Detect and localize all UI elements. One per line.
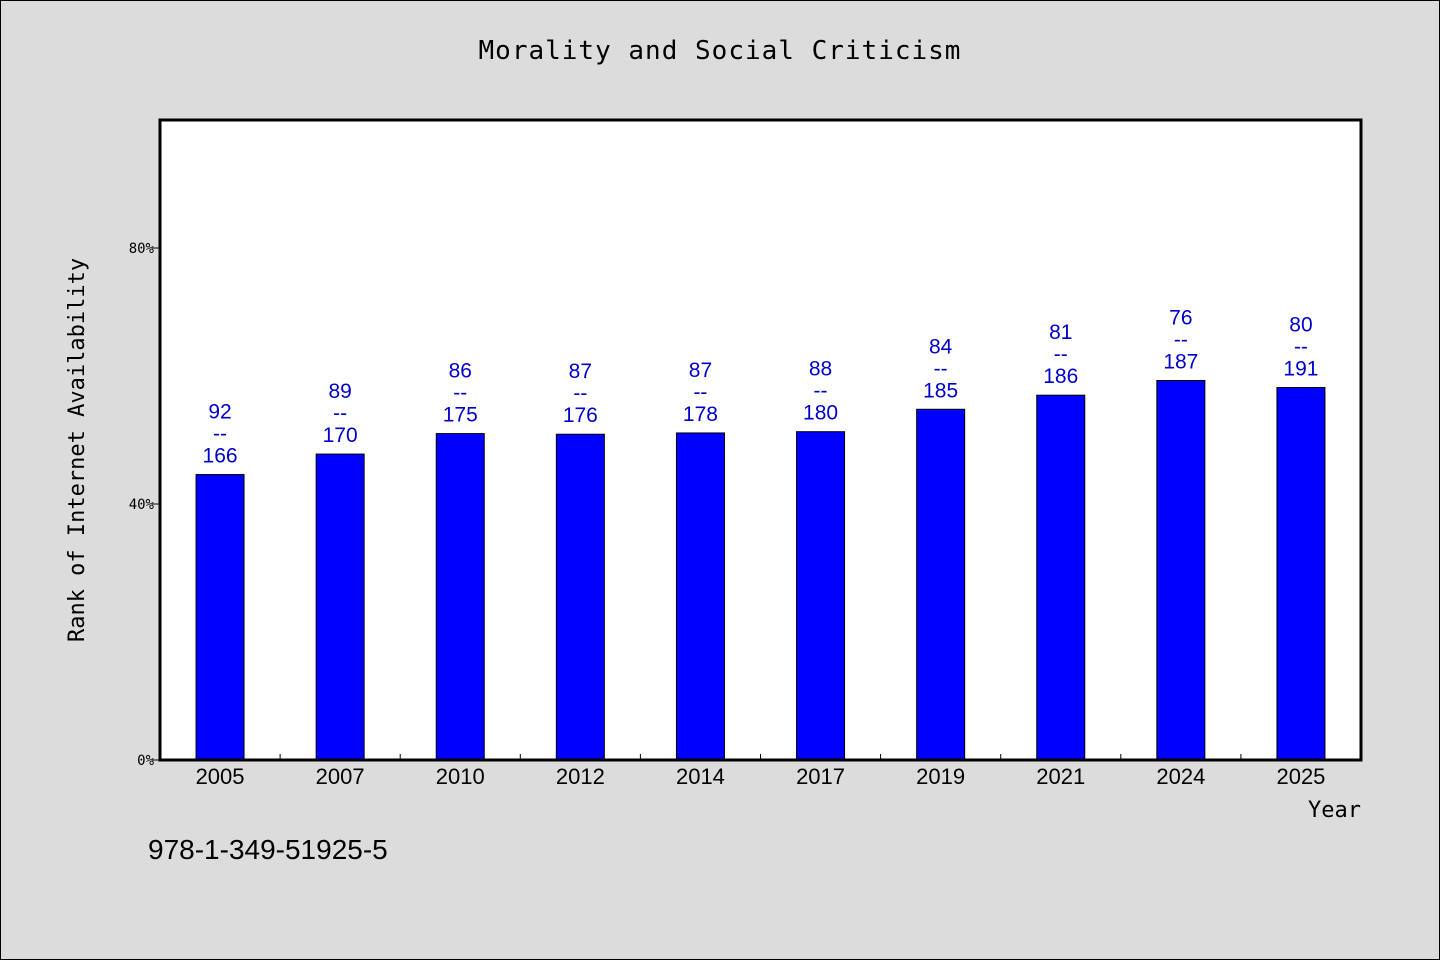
x-axis-label: Year (1308, 798, 1361, 823)
bar (315, 453, 365, 761)
bar (555, 433, 605, 761)
bar-data-label: 87 (569, 360, 592, 383)
bar-data-label: 178 (683, 403, 718, 426)
bar-data-label: -- (213, 423, 227, 446)
bar-data-label: 185 (923, 379, 958, 402)
bar-data-label: 84 (929, 335, 953, 358)
bar-data-label: 166 (203, 445, 238, 468)
bar (195, 474, 245, 761)
bar-data-label: 87 (689, 359, 712, 382)
x-tick-label: 2014 (676, 764, 725, 789)
x-tick-label: 2010 (436, 764, 485, 789)
bar-data-label: -- (1054, 343, 1068, 366)
bar-data-label: 187 (1163, 350, 1198, 373)
bar (1276, 387, 1326, 761)
bar-data-label: 186 (1043, 365, 1078, 388)
bar-data-label: 86 (449, 360, 472, 383)
bar (1156, 379, 1206, 761)
y-axis-label: Rank of Internet Availability (65, 258, 90, 642)
bar-data-label: -- (814, 380, 828, 403)
bar-data-label: -- (693, 381, 707, 404)
bar-data-label: -- (1174, 328, 1188, 351)
bar (796, 431, 846, 761)
bar-data-label: -- (333, 402, 347, 425)
x-tick-label: 2007 (316, 764, 365, 789)
plot-border (158, 118, 1363, 762)
bar (916, 408, 966, 761)
x-tick-label: 2019 (916, 764, 965, 789)
bar-data-label: 88 (809, 358, 832, 381)
x-tick-label: 2021 (1036, 764, 1085, 789)
y-tick-label: 0% (137, 753, 154, 769)
bar-data-label: 170 (323, 424, 358, 447)
x-tick-label: 2012 (556, 764, 605, 789)
bar-data-label: 80 (1289, 314, 1312, 337)
bar-data-label: -- (453, 382, 467, 405)
bar-data-label: -- (1294, 336, 1308, 359)
bar (675, 432, 725, 761)
x-tick-label: 2005 (196, 764, 245, 789)
x-tick-label: 2017 (796, 764, 845, 789)
chart-title: Morality and Social Criticism (478, 36, 962, 66)
bar-data-label: 81 (1049, 321, 1072, 344)
bar-data-label: 175 (443, 404, 478, 427)
footer-identifier: 978-1-349-51925-5 (148, 834, 388, 865)
bar-data-label: 92 (208, 401, 231, 424)
x-tick-label: 2025 (1276, 764, 1325, 789)
bar-data-label: -- (573, 382, 587, 405)
x-tick-label: 2024 (1156, 764, 1205, 789)
y-tick-label: 40% (129, 497, 155, 513)
bar-data-label: -- (934, 357, 948, 380)
bar-data-label: 76 (1169, 306, 1192, 329)
bar-data-label: 176 (563, 404, 598, 427)
bar-data-label: 89 (328, 380, 351, 403)
bar (435, 433, 485, 761)
bar-data-label: 180 (803, 402, 838, 425)
bar (1036, 394, 1086, 761)
y-tick-label: 80% (129, 241, 155, 257)
bar-data-label: 191 (1283, 358, 1318, 381)
